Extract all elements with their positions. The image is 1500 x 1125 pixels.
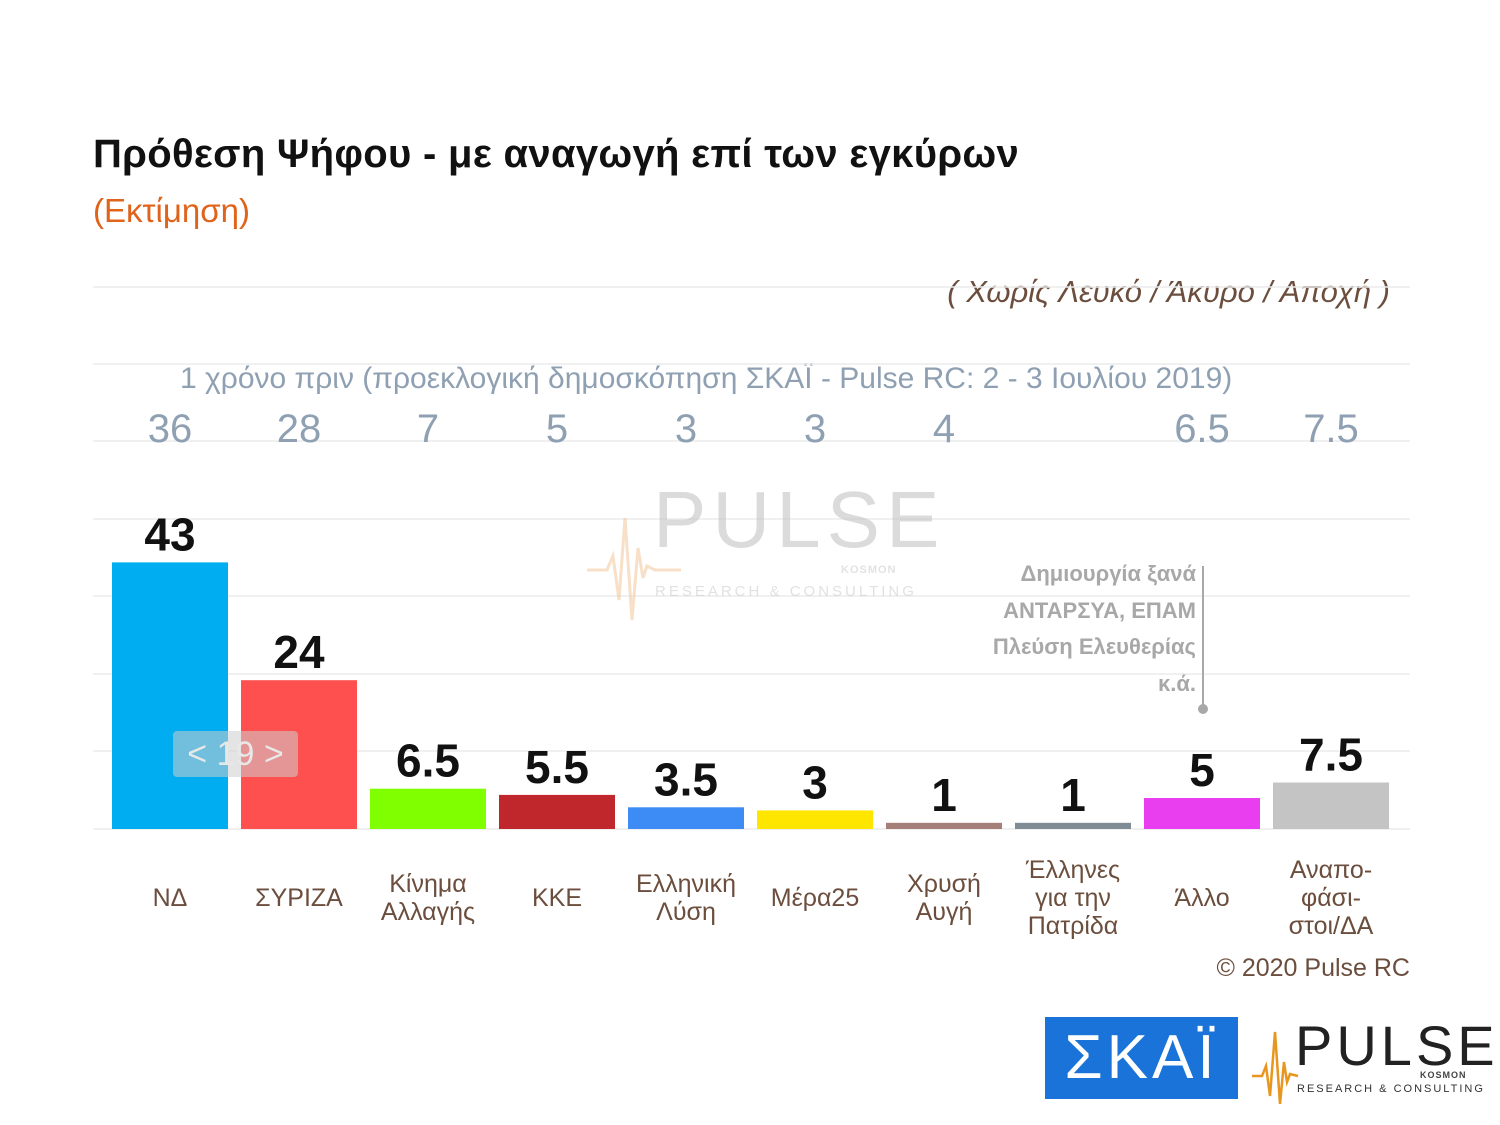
category-label-line: φάσι- [1301,884,1361,912]
pulse-logo: PULSE KOSMON RESEARCH & CONSULTING [1250,1018,1495,1104]
watermark-kosmon: KOSMON [841,564,897,576]
annotation-line: κ.ά. [1157,670,1196,696]
bar-value-label: 5.5 [525,741,589,793]
category-label-line: Άλλο [1174,884,1229,912]
category-label-line: Αναπο- [1290,856,1372,884]
bar-value-label: 1 [1060,769,1086,821]
bar-value-label: 24 [273,626,325,678]
category-label-line: Αλλαγής [381,898,475,926]
category-label: Έλληνες για την Πατρίδα [1025,856,1120,940]
previous-value-label: 3 [804,407,826,451]
previous-value-label: 4 [933,407,955,451]
category-label-line: Χρυσή [907,870,981,898]
annotation-leader-line [1202,566,1204,708]
bar-value-label: 5 [1189,744,1215,796]
category-label-line: Ελληνική [636,870,736,898]
other-annotation: Δημιουργία ξανά ΑΝΤΑΡΣΥΑ, ΕΠΑΜ Πλεύση Ελ… [960,556,1196,702]
pulse-logo-wave-icon [1252,1031,1299,1104]
bar [1015,822,1131,829]
watermark-subtitle: RESEARCH & CONSULTING [655,583,917,600]
chart-subtitle: (Εκτίμηση) [93,192,250,229]
skai-logo: ΣΚΑΪ [1045,1017,1238,1099]
category-label-line: ΣΥΡΙΖΑ [255,884,343,912]
category-label: Άλλο [1174,884,1229,912]
previous-value-label: 7.5 [1303,407,1359,451]
annotation-line: ΑΝΤΑΡΣΥΑ, ΕΠΑΜ [1003,597,1196,623]
annotation-line: Δημιουργία ξανά [1020,561,1196,586]
previous-value-label: 28 [277,407,322,451]
bar [112,562,228,829]
category-label-line: ΝΔ [153,884,188,912]
bar-value-label: 1 [931,769,957,821]
category-label-line: Κίνημα [389,870,467,898]
bar [757,810,873,829]
pulse-logo-subtitle: RESEARCH & CONSULTING [1297,1083,1485,1095]
pulse-logo-word: PULSE [1295,1014,1499,1077]
pulse-watermark: PULSE KOSMON RESEARCH & CONSULTING [585,480,939,621]
category-label: Κίνημα Αλλαγής [381,870,475,926]
category-label-line: Λύση [656,898,716,926]
previous-value-label: 5 [546,407,568,451]
bar-value-label: 3.5 [654,753,718,805]
category-label-line: στοι/ΔΑ [1289,912,1374,940]
slide-navigation[interactable]: < 19 > [173,731,298,777]
bar [628,807,744,829]
pulse-logo-kosmon: KOSMON [1420,1070,1467,1080]
category-label: Μέρα25 [771,884,859,912]
bar-value-label: 43 [144,508,195,560]
category-label-line: Έλληνες [1025,856,1120,884]
chart-title: Πρόθεση Ψήφου - με αναγωγή επί των εγκύρ… [93,132,1019,176]
category-label: ΣΥΡΙΖΑ [255,884,343,912]
copyright: © 2020 Pulse RC [1216,954,1410,982]
category-label-line: Μέρα25 [771,884,859,912]
bar [886,822,1002,829]
category-label: Χρυσή Αυγή [907,870,981,926]
bar [370,788,486,829]
annotation-line: Πλεύση Ελευθερίας [992,634,1196,659]
bar [499,794,615,829]
category-label-line: Πατρίδα [1028,912,1119,940]
bar [1144,798,1260,829]
bar-value-label: 3 [802,756,828,808]
bar-value-label: 7.5 [1299,729,1363,781]
category-label: ΝΔ [153,884,188,912]
category-label: ΚΚΕ [532,884,582,912]
category-label-line: για την [1035,884,1111,912]
pulse-wave-icon [587,517,681,621]
category-label: Αναπο-φάσι-στοι/ΔΑ [1289,856,1374,940]
previous-value-label: 3 [675,407,697,451]
annotation-leader-dot [1198,704,1208,714]
skai-logo-text: ΣΚΑΪ [1064,1023,1219,1092]
bar-value-label: 6.5 [396,735,460,787]
category-label-line: Αυγή [916,898,973,926]
previous-value-label: 7 [417,407,439,451]
category-label-line: ΚΚΕ [532,884,582,912]
previous-value-label: 36 [148,407,193,451]
previous-poll-caption: 1 χρόνο πριν (προεκλογική δημοσκόπηση ΣΚ… [180,362,1233,395]
exclusion-note: ( Χωρίς Λευκό / Άκυρο / Αποχή ) [947,274,1390,309]
category-label: Ελληνική Λύση [636,870,736,926]
bar [1273,782,1389,829]
previous-value-label: 6.5 [1174,407,1230,451]
watermark-word: PULSE [653,475,946,564]
